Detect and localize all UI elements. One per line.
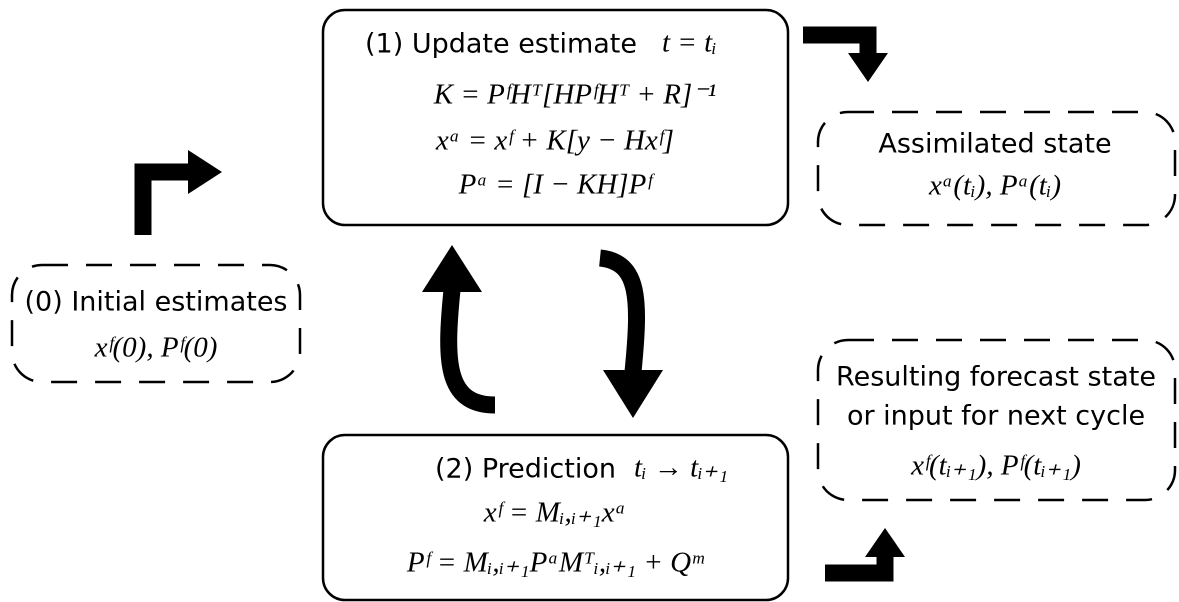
assimilated-box [816, 110, 1177, 227]
node-subtitle: or input for next cycle [847, 401, 1145, 432]
initial-box [10, 263, 302, 384]
arrows [134, 26, 905, 582]
node-title: Resulting forecast state [836, 362, 1156, 393]
prediction-box [321, 433, 790, 602]
formula: xᵃ(tᵢ), Pᵃ(tᵢ) [928, 170, 1061, 202]
formula: xᶠ(0), Pᶠ(0) [94, 332, 218, 364]
node-title: (1) Update estimate [365, 29, 637, 60]
update-box [321, 8, 790, 227]
formula: Pᵃ = [I − KH]Pᶠ [458, 169, 656, 201]
node-time: t = tᵢ [662, 27, 717, 59]
formula: K = PᶠHᵀ[HPᶠHᵀ + R]⁻¹ [433, 79, 717, 111]
node-title: (0) Initial estimates [25, 287, 288, 318]
node-time: tᵢ → tᵢ₊₁ [634, 452, 728, 484]
result-box [816, 338, 1177, 502]
formula: Pᶠ = Mᵢ,ᵢ₊₁PᵃMᵀᵢ,ᵢ₊₁ + Qᵐ [406, 547, 704, 579]
formula: xᶠ(tᵢ₊₁), Pᶠ(tᵢ₊₁) [910, 450, 1081, 482]
formula: xᶠ = Mᵢ,ᵢ₊₁xᵃ [483, 497, 626, 529]
node-title: Assimilated state [878, 129, 1111, 160]
node-title: (2) Prediction [435, 454, 616, 485]
formula: xᵃ = xᶠ + K[y − Hxᶠ] [435, 125, 674, 157]
